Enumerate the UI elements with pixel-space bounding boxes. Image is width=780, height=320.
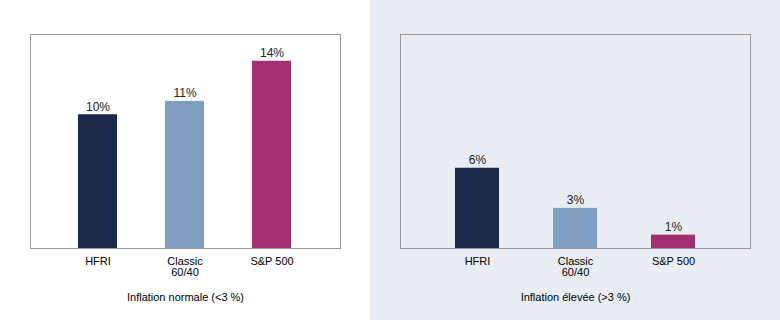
svg-text:Inflation normale (<3 %): Inflation normale (<3 %) <box>127 291 244 303</box>
svg-text:14%: 14% <box>260 46 284 60</box>
svg-text:3%: 3% <box>567 193 585 207</box>
svg-text:1%: 1% <box>665 220 683 234</box>
svg-text:HFRI: HFRI <box>85 255 111 267</box>
svg-text:11%: 11% <box>173 86 196 100</box>
svg-text:HFRI: HFRI <box>465 255 491 267</box>
svg-text:10%: 10% <box>86 100 110 114</box>
svg-text:Inflation élevée (>3 %): Inflation élevée (>3 %) <box>521 291 631 303</box>
svg-text:S&P 500: S&P 500 <box>250 255 293 267</box>
svg-text:S&P 500: S&P 500 <box>652 255 695 267</box>
svg-text:6%: 6% <box>469 153 487 167</box>
svg-text:Classic60/40: Classic60/40 <box>167 255 203 278</box>
svg-text:Classic60/40: Classic60/40 <box>558 255 594 278</box>
